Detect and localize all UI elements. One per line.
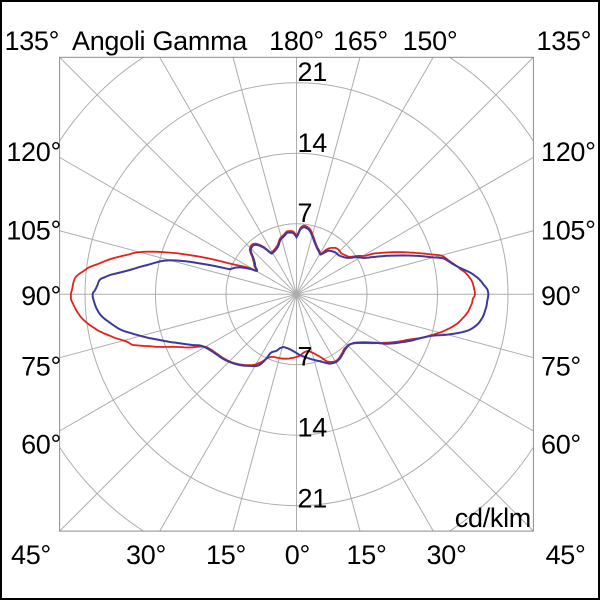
svg-text:7: 7	[298, 342, 313, 372]
svg-text:180°: 180°	[269, 26, 324, 56]
svg-text:165°: 165°	[333, 26, 388, 56]
svg-text:120°: 120°	[541, 137, 596, 167]
svg-text:0°: 0°	[285, 540, 310, 570]
svg-text:14: 14	[298, 412, 328, 442]
svg-text:14: 14	[298, 128, 328, 158]
svg-text:90°: 90°	[21, 281, 61, 311]
svg-text:120°: 120°	[6, 137, 61, 167]
svg-text:15°: 15°	[206, 540, 246, 570]
svg-text:75°: 75°	[21, 352, 61, 382]
svg-text:45°: 45°	[546, 540, 586, 570]
svg-text:cd/klm: cd/klm	[455, 503, 531, 533]
svg-text:60°: 60°	[21, 430, 61, 460]
svg-text:75°: 75°	[541, 352, 581, 382]
svg-text:105°: 105°	[6, 216, 61, 246]
svg-text:105°: 105°	[541, 216, 596, 246]
svg-text:Angoli Gamma: Angoli Gamma	[72, 26, 248, 56]
svg-text:21: 21	[298, 484, 327, 514]
svg-text:30°: 30°	[126, 540, 166, 570]
svg-text:7: 7	[298, 198, 313, 228]
svg-text:21: 21	[298, 57, 327, 87]
svg-text:60°: 60°	[541, 430, 581, 460]
svg-text:15°: 15°	[347, 540, 387, 570]
svg-text:45°: 45°	[11, 540, 51, 570]
svg-text:30°: 30°	[427, 540, 467, 570]
svg-text:135°: 135°	[537, 26, 592, 56]
svg-text:150°: 150°	[403, 26, 458, 56]
svg-text:90°: 90°	[541, 281, 581, 311]
svg-text:135°: 135°	[5, 26, 60, 56]
